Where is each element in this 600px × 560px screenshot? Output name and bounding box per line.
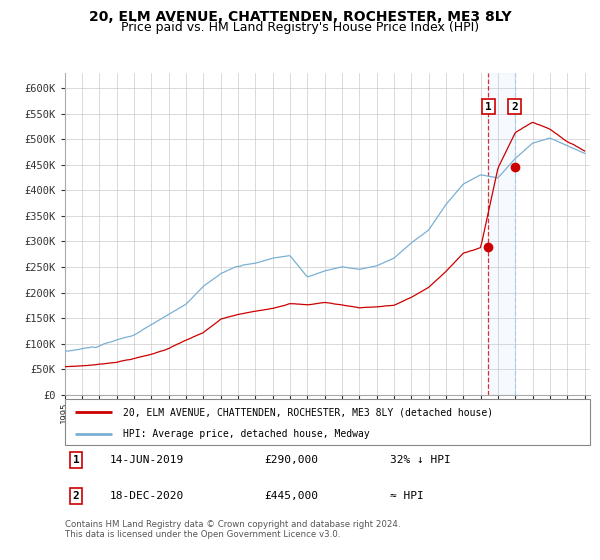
Text: Contains HM Land Registry data © Crown copyright and database right 2024.
This d: Contains HM Land Registry data © Crown c… (65, 520, 400, 539)
Text: ≈ HPI: ≈ HPI (391, 491, 424, 501)
Text: 1: 1 (485, 101, 492, 111)
Text: £290,000: £290,000 (265, 455, 319, 465)
Text: 20, ELM AVENUE, CHATTENDEN, ROCHESTER, ME3 8LY: 20, ELM AVENUE, CHATTENDEN, ROCHESTER, M… (89, 10, 511, 24)
Text: 18-DEC-2020: 18-DEC-2020 (109, 491, 184, 501)
Text: HPI: Average price, detached house, Medway: HPI: Average price, detached house, Medw… (122, 429, 370, 439)
Text: Price paid vs. HM Land Registry's House Price Index (HPI): Price paid vs. HM Land Registry's House … (121, 21, 479, 34)
Text: 20, ELM AVENUE, CHATTENDEN, ROCHESTER, ME3 8LY (detached house): 20, ELM AVENUE, CHATTENDEN, ROCHESTER, M… (122, 407, 493, 417)
Text: 32% ↓ HPI: 32% ↓ HPI (391, 455, 451, 465)
FancyBboxPatch shape (65, 399, 590, 445)
Text: 2: 2 (73, 491, 79, 501)
Text: 1: 1 (73, 455, 79, 465)
Text: 2: 2 (511, 101, 518, 111)
Text: 14-JUN-2019: 14-JUN-2019 (109, 455, 184, 465)
Text: £445,000: £445,000 (265, 491, 319, 501)
Bar (488, 73, 515, 395)
